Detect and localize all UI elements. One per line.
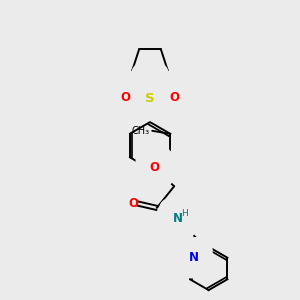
Text: N: N [189,251,199,264]
Text: O: O [129,197,139,210]
Text: H: H [181,208,188,217]
Text: S: S [145,92,155,106]
Text: CH₃: CH₃ [132,126,150,136]
Text: O: O [120,91,130,104]
Text: O: O [150,161,160,174]
Text: N: N [145,76,155,90]
Text: N: N [173,212,183,225]
Text: O: O [169,91,180,104]
